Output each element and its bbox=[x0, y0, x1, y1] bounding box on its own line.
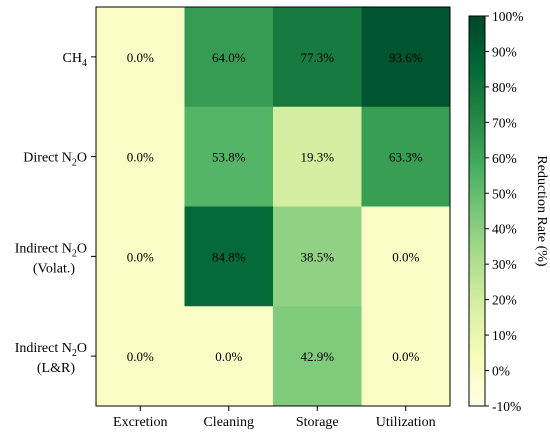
heatmap-cell bbox=[184, 306, 274, 407]
colorbar-title: Reduction Rate (%) bbox=[534, 155, 549, 267]
cell-value-label: 0.0% bbox=[127, 249, 154, 264]
cell-value-label: 0.0% bbox=[215, 349, 242, 364]
colorbar-tick-label: 40% bbox=[492, 222, 517, 237]
heatmap-cell bbox=[361, 106, 451, 207]
cell-value-label: 0.0% bbox=[392, 349, 419, 364]
cell-value-label: 42.9% bbox=[300, 349, 334, 364]
colorbar-tick-label: 10% bbox=[492, 328, 517, 343]
y-tick-label-subscript: 4 bbox=[82, 58, 87, 69]
heatmap-cell-labels: 0.0% 64.0% 77.3% 93.6% 0.0% 53.8% 19.3% 63.3% 0.… bbox=[127, 50, 423, 364]
y-tick-label-line2: (Volat.) bbox=[33, 261, 75, 276]
heatmap-cell bbox=[273, 106, 362, 207]
y-tick-label-main: CH bbox=[63, 51, 82, 66]
heatmap-cell bbox=[361, 206, 451, 307]
colorbar-tick-label: 100% bbox=[492, 9, 524, 24]
y-tick-label-subscript: 2 bbox=[72, 348, 77, 359]
plot-frame bbox=[95, 6, 451, 407]
cell-value-label: 77.3% bbox=[300, 50, 334, 65]
heatmap-cell bbox=[361, 306, 451, 407]
cell-value-label: 38.5% bbox=[300, 249, 334, 264]
colorbar-tick-label: 20% bbox=[492, 293, 517, 308]
colorbar: -10% 0% 10% 20% 30% 40% 50% 60% 70% 80% 90% 100% Red… bbox=[468, 9, 549, 414]
heatmap-cells bbox=[96, 7, 451, 407]
cell-value-label: 64.0% bbox=[212, 50, 246, 65]
colorbar-tick-label: 30% bbox=[492, 257, 517, 272]
colorbar-tick-label: 0% bbox=[492, 364, 510, 379]
colorbar-tick-label: 50% bbox=[492, 186, 517, 201]
cell-value-label: 0.0% bbox=[127, 50, 154, 65]
cell-value-label: 63.3% bbox=[389, 150, 423, 165]
y-tick-label-main: Indirect N bbox=[15, 241, 72, 256]
cell-value-label: 84.8% bbox=[212, 249, 246, 264]
cell-value-label: 19.3% bbox=[300, 150, 334, 165]
colorbar-tick-label: 60% bbox=[492, 151, 517, 166]
cell-value-label: 53.8% bbox=[212, 150, 246, 165]
x-tick-label: Excretion bbox=[113, 415, 167, 430]
heatmap-cell bbox=[96, 306, 185, 407]
heatmap-cell bbox=[273, 306, 362, 407]
colorbar-tick-label: 70% bbox=[492, 115, 517, 130]
x-tick-label: Utilization bbox=[376, 415, 436, 430]
colorbar-tick-label: 90% bbox=[492, 44, 517, 59]
y-tick-label-subscript: 2 bbox=[72, 158, 77, 169]
y-tick-label: Indirect N2O bbox=[15, 341, 87, 359]
heatmap-cell bbox=[361, 7, 451, 108]
heatmap-cell bbox=[96, 7, 185, 108]
colorbar-gradient bbox=[468, 15, 486, 407]
heatmap-cell bbox=[184, 106, 274, 207]
heatmap-cell bbox=[184, 7, 274, 108]
y-tick-label: CH4 bbox=[63, 51, 87, 69]
heatmap-cell bbox=[184, 206, 274, 307]
x-tick-label: Cleaning bbox=[203, 415, 254, 430]
colorbar-tick-label: 80% bbox=[492, 80, 517, 95]
y-tick-label-rest: O bbox=[77, 151, 87, 166]
heatmap-cell bbox=[273, 206, 362, 307]
y-tick-label-line2: (L&R) bbox=[37, 361, 75, 376]
cell-value-label: 0.0% bbox=[392, 249, 419, 264]
y-tick-label-main: Direct N bbox=[23, 151, 72, 166]
x-tick-label: Storage bbox=[296, 415, 339, 430]
y-tick-label-rest: O bbox=[77, 341, 87, 356]
cell-value-label: 93.6% bbox=[389, 50, 423, 65]
x-axis-ticks: Excretion Cleaning Storage Utilization bbox=[113, 406, 436, 430]
y-tick-label-rest: O bbox=[77, 241, 87, 256]
heatmap-axes bbox=[95, 6, 451, 407]
y-tick-label-main: Indirect N bbox=[15, 341, 72, 356]
y-tick-label: Indirect N2O bbox=[15, 241, 87, 259]
y-tick-label: Direct N2O bbox=[23, 151, 87, 169]
heatmap-cell bbox=[96, 206, 185, 307]
heatmap-cell bbox=[273, 7, 362, 108]
heatmap-cell bbox=[96, 106, 185, 207]
cell-value-label: 0.0% bbox=[127, 349, 154, 364]
cell-value-label: 0.0% bbox=[127, 150, 154, 165]
y-tick-label-subscript: 2 bbox=[72, 248, 77, 259]
colorbar-tick-label: -10% bbox=[492, 399, 521, 414]
